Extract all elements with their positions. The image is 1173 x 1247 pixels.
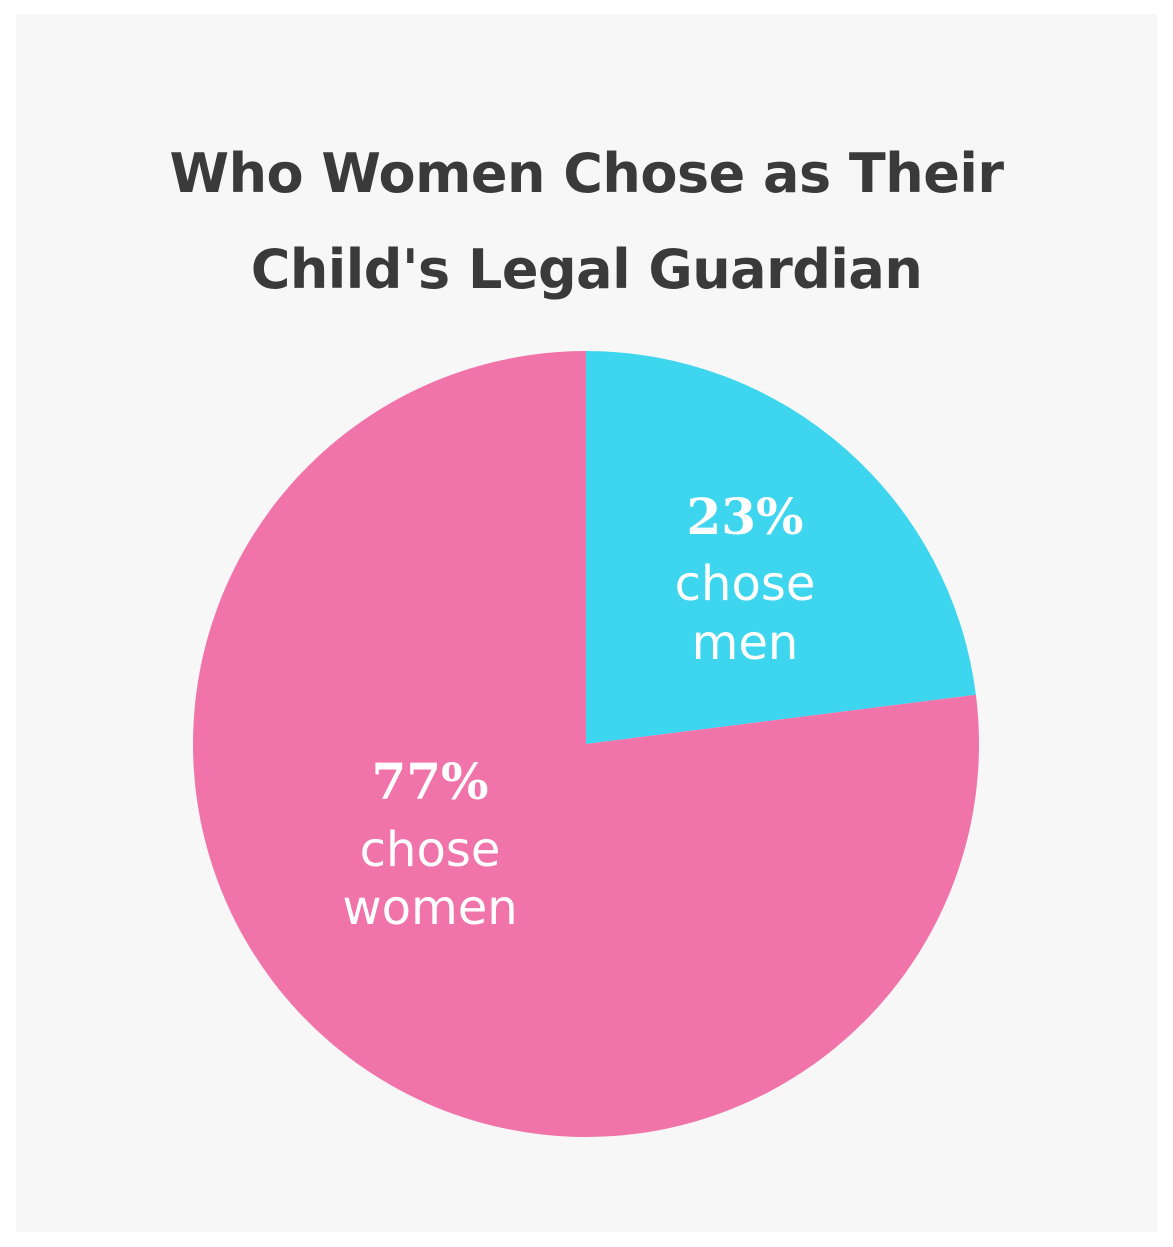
chart-card: Who Women Chose as Their Child's Legal G… [16,14,1157,1232]
data-label-women-line-1: chose [360,822,501,878]
pie-slice-men [586,351,976,744]
chart-title: Who Women Chose as Their Child's Legal G… [16,126,1157,318]
data-label-men-pct: 23% [686,487,803,546]
data-label-women-line-2: women [342,880,517,936]
data-label-women-pct: 77% [371,752,488,811]
data-label-men-line-2: men [692,615,799,671]
chart-title-line-1: Who Women Chose as Their [169,142,1004,205]
pie-slice-women [192,351,979,1137]
chart-title-line-2: Child's Legal Guardian [250,238,923,301]
data-label-men-line-1: chose [675,556,816,612]
pie-chart: 23% chose men 77% chose women [192,351,979,1137]
